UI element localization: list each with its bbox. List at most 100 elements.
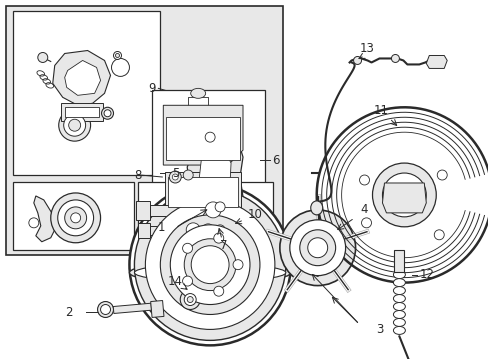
- Bar: [13, 182, 134, 250]
- Circle shape: [187, 297, 193, 302]
- Ellipse shape: [129, 184, 290, 345]
- Text: 2: 2: [65, 306, 72, 319]
- Text: 6: 6: [271, 154, 279, 167]
- Polygon shape: [166, 117, 240, 160]
- Polygon shape: [34, 196, 56, 242]
- Circle shape: [307, 238, 327, 258]
- Circle shape: [186, 223, 200, 237]
- Bar: [148, 226, 186, 235]
- Ellipse shape: [160, 215, 260, 315]
- Bar: [138, 182, 272, 250]
- Ellipse shape: [393, 310, 405, 319]
- Bar: [6, 6, 282, 255]
- Text: 10: 10: [247, 208, 263, 221]
- Bar: [113, 303, 151, 314]
- Text: 1: 1: [158, 221, 165, 234]
- Circle shape: [71, 213, 81, 223]
- Text: 3: 3: [375, 323, 383, 336]
- Circle shape: [184, 293, 196, 306]
- Text: 4: 4: [360, 203, 367, 216]
- Ellipse shape: [393, 319, 405, 327]
- Text: 12: 12: [419, 268, 433, 281]
- Ellipse shape: [134, 189, 285, 340]
- Ellipse shape: [102, 107, 113, 119]
- Circle shape: [205, 132, 215, 142]
- Ellipse shape: [129, 262, 290, 284]
- Circle shape: [433, 230, 443, 240]
- Bar: [64, 107, 99, 117]
- Circle shape: [215, 202, 224, 212]
- Circle shape: [98, 302, 113, 318]
- Circle shape: [51, 193, 101, 243]
- Circle shape: [68, 119, 81, 131]
- Text: 7: 7: [220, 239, 227, 252]
- Bar: [150, 301, 163, 318]
- Circle shape: [183, 170, 193, 180]
- Ellipse shape: [393, 294, 405, 302]
- Circle shape: [213, 233, 224, 243]
- Polygon shape: [64, 60, 101, 95]
- Ellipse shape: [393, 279, 405, 287]
- Circle shape: [29, 218, 39, 228]
- Polygon shape: [187, 120, 243, 223]
- Circle shape: [182, 276, 192, 286]
- Circle shape: [361, 218, 371, 228]
- Ellipse shape: [393, 271, 405, 279]
- Bar: [394, 250, 404, 272]
- Circle shape: [390, 54, 399, 62]
- Polygon shape: [426, 55, 447, 68]
- Polygon shape: [53, 50, 110, 105]
- Ellipse shape: [115, 54, 119, 58]
- Text: 5: 5: [172, 167, 179, 180]
- Ellipse shape: [134, 264, 285, 282]
- Circle shape: [63, 114, 85, 136]
- Ellipse shape: [393, 302, 405, 310]
- Bar: [13, 11, 160, 175]
- Circle shape: [233, 260, 243, 270]
- Circle shape: [172, 174, 178, 180]
- Circle shape: [279, 210, 355, 285]
- Polygon shape: [382, 183, 426, 213]
- Circle shape: [213, 286, 224, 296]
- Bar: [148, 205, 206, 216]
- Polygon shape: [168, 177, 238, 207]
- Circle shape: [58, 200, 93, 236]
- Text: 13: 13: [359, 42, 374, 55]
- Bar: [61, 103, 102, 121]
- Ellipse shape: [393, 327, 405, 334]
- Ellipse shape: [145, 200, 274, 329]
- Ellipse shape: [184, 239, 236, 291]
- Circle shape: [382, 173, 426, 217]
- Circle shape: [64, 207, 86, 229]
- Circle shape: [101, 305, 110, 315]
- Polygon shape: [163, 105, 243, 165]
- Circle shape: [59, 109, 90, 141]
- Ellipse shape: [38, 53, 48, 62]
- Ellipse shape: [170, 225, 249, 305]
- Text: 9: 9: [147, 82, 155, 95]
- Ellipse shape: [113, 51, 121, 59]
- Circle shape: [289, 220, 345, 276]
- Text: 8: 8: [135, 168, 142, 181]
- Circle shape: [202, 224, 214, 236]
- Ellipse shape: [190, 88, 205, 98]
- Ellipse shape: [104, 110, 111, 117]
- Circle shape: [169, 171, 181, 183]
- Bar: [152, 90, 264, 235]
- Bar: [136, 201, 150, 220]
- Circle shape: [211, 221, 228, 239]
- Circle shape: [182, 243, 192, 253]
- Circle shape: [111, 58, 129, 76]
- Ellipse shape: [191, 246, 228, 284]
- Ellipse shape: [393, 287, 405, 294]
- Circle shape: [353, 57, 361, 64]
- Text: 14: 14: [167, 275, 183, 288]
- Circle shape: [359, 175, 369, 185]
- Polygon shape: [165, 172, 241, 212]
- Circle shape: [215, 225, 224, 235]
- Circle shape: [436, 170, 447, 180]
- Circle shape: [180, 289, 200, 310]
- Bar: [138, 223, 150, 238]
- Circle shape: [372, 163, 435, 227]
- Polygon shape: [199, 145, 230, 193]
